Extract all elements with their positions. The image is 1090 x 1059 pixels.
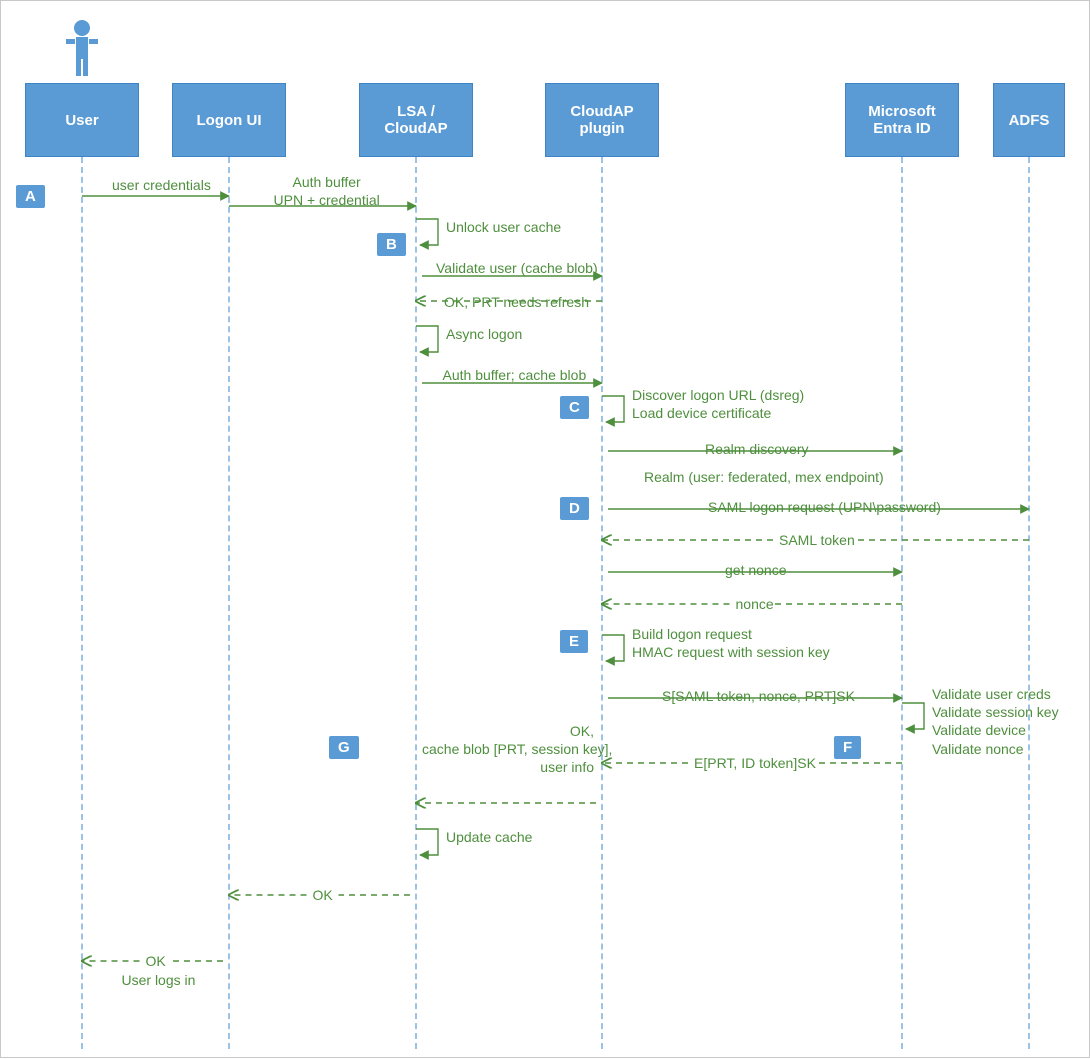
lifeline-logonui <box>228 157 230 1049</box>
msg-17: E[PRT, ID token]SK <box>694 754 816 772</box>
msg-12: get nonce <box>725 561 787 579</box>
msg-20: OK <box>313 886 333 904</box>
msg-16: Validate user creds Validate session key… <box>932 685 1059 758</box>
step-label-D: D <box>560 497 589 520</box>
msg-13: nonce <box>736 595 774 613</box>
msg-14: Build logon request HMAC request with se… <box>632 625 830 661</box>
step-label-F: F <box>834 736 861 759</box>
lifeline-entra <box>901 157 903 1049</box>
step-label-A: A <box>16 185 45 208</box>
msg-6: Auth buffer; cache blob <box>443 366 587 384</box>
msg-4: OK, PRT needs refresh <box>444 293 589 311</box>
arrows-layer <box>1 1 1090 1059</box>
lifeline-adfs <box>1028 157 1030 1049</box>
step-label-C: C <box>560 396 589 419</box>
participant-plugin: CloudAP plugin <box>545 83 659 157</box>
participant-user: User <box>25 83 139 157</box>
actor-icon <box>65 19 99 82</box>
msg-7: Discover logon URL (dsreg) Load device c… <box>632 386 804 422</box>
msg-15: S[SAML token, nonce, PRT]SK <box>662 687 855 705</box>
participant-logonui: Logon UI <box>172 83 286 157</box>
lifeline-plugin <box>601 157 603 1049</box>
msg-0: user credentials <box>112 176 211 194</box>
step-label-B: B <box>377 233 406 256</box>
lifeline-user <box>81 157 83 1049</box>
msg-10: SAML logon request (UPN\password) <box>708 498 941 516</box>
participant-lsa: LSA / CloudAP <box>359 83 473 157</box>
msg-19: Update cache <box>446 828 532 846</box>
msg-8: Realm discovery <box>705 440 808 458</box>
lifeline-lsa <box>415 157 417 1049</box>
msg-11: SAML token <box>779 531 855 549</box>
msg-5: Async logon <box>446 325 522 343</box>
msg-18: OK, cache blob [PRT, session key], user … <box>422 722 594 777</box>
step-label-E: E <box>560 630 588 653</box>
msg-3: Validate user (cache blob) <box>436 259 598 277</box>
msg-2: Unlock user cache <box>446 218 561 236</box>
msg-9: Realm (user: federated, mex endpoint) <box>644 468 884 486</box>
msg-1: Auth buffer UPN + credential <box>274 173 380 209</box>
msg-21: OK <box>146 952 166 970</box>
participant-entra: Microsoft Entra ID <box>845 83 959 157</box>
step-label-G: G <box>329 736 359 759</box>
msg-22: User logs in <box>122 971 196 989</box>
participant-adfs: ADFS <box>993 83 1065 157</box>
